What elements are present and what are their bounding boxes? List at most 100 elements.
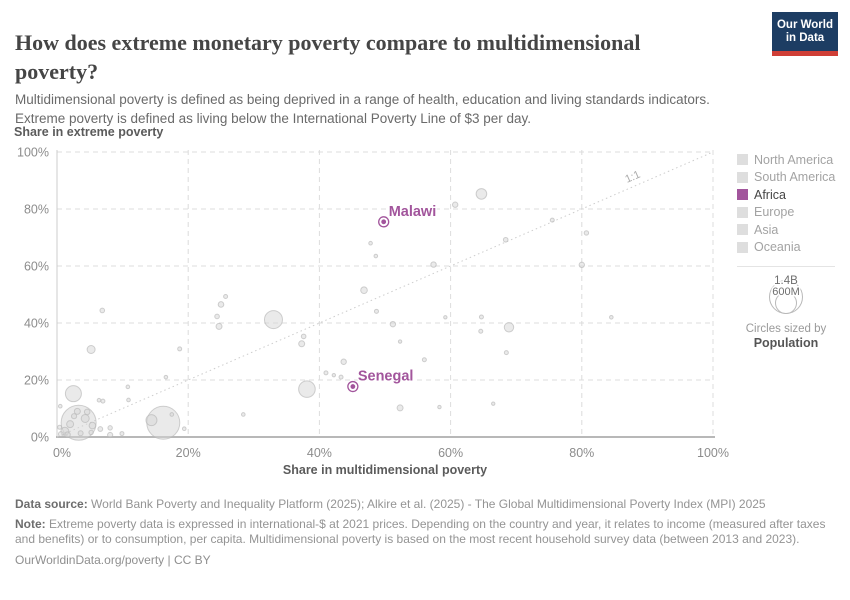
data-point[interactable] [578,261,585,269]
data-point[interactable] [300,333,307,340]
data-point[interactable] [107,431,114,439]
country-label-senegal[interactable]: Senegal [356,367,415,386]
data-point[interactable] [421,357,427,363]
data-point[interactable] [215,322,223,330]
data-point[interactable] [70,413,78,420]
data-point[interactable] [478,314,484,320]
data-point[interactable] [57,403,63,409]
chart-subtitle: Multidimensional poverty is defined as b… [15,90,840,128]
data-source-label: Data source: [15,497,88,511]
highlight-ring-senegal[interactable] [347,380,359,393]
data-point[interactable] [263,310,283,330]
owid-logo-line1: Our World [776,18,833,31]
legend-item-oceania[interactable]: Oceania [737,239,847,257]
x-tick-label: 20% [176,446,201,460]
data-point[interactable] [119,431,125,437]
note-text: Extreme poverty data is expressed in int… [15,516,826,547]
legend-item-asia[interactable]: Asia [737,221,847,239]
data-point[interactable] [475,188,488,200]
y-tick-label: 20% [24,374,49,388]
size-label-big: 1.4B [774,275,798,287]
data-point[interactable] [57,424,63,430]
data-point[interactable] [77,430,84,437]
data-point[interactable] [99,307,106,314]
y-axis-title: Share in extreme poverty [14,125,164,139]
y-tick-label: 80% [24,203,49,217]
note-label: Note: [15,516,46,531]
data-point[interactable] [97,426,104,432]
data-point[interactable] [437,404,442,410]
legend-item-north-america[interactable]: North America [737,151,847,169]
data-point[interactable] [298,380,316,398]
x-tick-label: 100% [697,446,729,460]
continent-legend: North America South America Africa Europe As… [737,151,847,256]
data-point[interactable] [491,401,496,406]
highlight-ring-malawi[interactable] [378,216,390,228]
data-point[interactable] [451,201,459,208]
data-point[interactable] [169,412,175,417]
data-point[interactable] [64,431,71,439]
data-point[interactable] [217,301,225,308]
legend-label-asia: Asia [754,222,779,237]
data-point[interactable] [86,345,96,355]
scatter-plot: 1:1 0% 20% 40% 60% 80% 100% 0% 20% 40% 60% 80% 100% M… [17,146,729,461]
subtitle-line2: Extreme poverty is defined as living bel… [15,111,532,126]
legend-item-europe[interactable]: Europe [737,204,847,222]
data-point[interactable] [177,346,183,352]
diagonal-1to1-label: 1:1 [623,169,642,186]
data-point[interactable] [609,315,614,320]
data-point[interactable] [331,372,337,378]
page-title: How does extreme monetary poverty compar… [15,29,641,84]
data-point[interactable] [100,398,106,404]
data-point[interactable] [583,230,590,236]
data-point[interactable] [443,315,448,320]
data-point[interactable] [96,397,102,403]
data-point[interactable] [502,236,509,243]
data-point[interactable] [478,328,484,334]
data-point[interactable] [389,320,397,328]
data-point[interactable] [298,340,306,348]
data-point[interactable] [126,397,131,403]
data-point[interactable] [338,374,344,380]
data-point[interactable] [396,404,404,412]
data-point[interactable] [397,339,403,344]
country-label-malawi[interactable]: Malawi [387,202,438,221]
x-tick-label: 60% [438,446,463,460]
data-point[interactable] [107,425,113,431]
data-point[interactable] [360,286,368,295]
data-point[interactable] [181,426,187,432]
data-point[interactable] [163,374,169,380]
data-point[interactable] [340,358,347,365]
data-point[interactable] [430,261,437,268]
data-point[interactable] [214,313,220,320]
x-axis-title: Share in multidimensional poverty [282,463,488,477]
legend-item-africa[interactable]: Africa [737,186,847,204]
data-point[interactable] [223,293,229,299]
highlight-point-senegal[interactable] [350,384,356,389]
data-point[interactable] [503,322,515,333]
data-point[interactable] [368,240,373,246]
data-point[interactable] [503,350,509,356]
data-point[interactable] [323,370,329,376]
data-point[interactable] [549,217,555,223]
data-point[interactable] [88,421,97,430]
data-point[interactable] [241,412,246,417]
legend-item-south-america[interactable]: South America [737,169,847,187]
data-point[interactable] [80,413,90,423]
y-tick-label: 100% [17,146,49,160]
data-point[interactable] [373,308,379,314]
data-point[interactable] [145,414,158,427]
data-point[interactable] [66,420,75,429]
data-point[interactable] [125,384,131,390]
data-point[interactable] [88,429,94,436]
data-point[interactable] [57,431,64,438]
owid-logo[interactable]: Our World in Data [772,12,838,56]
data-point[interactable] [64,385,82,403]
footer-link[interactable]: OurWorldinData.org/poverty | CC BY [15,552,211,567]
data-point[interactable] [83,408,91,416]
data-point[interactable] [73,407,81,415]
data-point[interactable] [373,253,379,259]
data-source-text: World Bank Poverty and Inequality Platfo… [91,497,766,511]
highlight-point-malawi[interactable] [381,219,387,225]
legend-label-north-america: North America [754,152,834,167]
